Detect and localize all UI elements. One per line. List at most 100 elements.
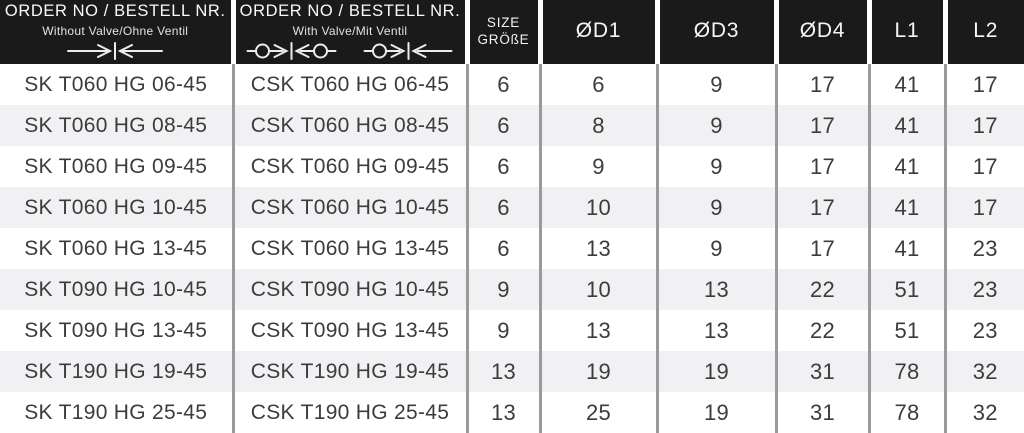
dimension-cell: 17 — [943, 64, 1024, 105]
coupling-with-valve-closed-icon — [246, 42, 337, 60]
column-title: L2 — [973, 19, 999, 42]
dimension-cell: 22 — [774, 310, 869, 351]
dimension-cell: 6 — [538, 64, 657, 105]
dimension-cell: 22 — [774, 269, 869, 310]
dimension-cell: 17 — [943, 146, 1024, 187]
column-title: ORDER NO / BESTELL NR. — [4, 2, 226, 20]
table-row: SK T060 HG 08-45 CSK T060 HG 08-45 6 8 9 17 41… — [0, 105, 1024, 146]
coupling-without-valve-icon — [67, 42, 164, 60]
dimension-cell: 23 — [943, 310, 1024, 351]
header-l1: L1 — [866, 0, 945, 64]
table-row: SK T060 HG 13-45 CSK T060 HG 13-45 6 13 9 17 4… — [0, 228, 1024, 269]
dimension-cell: 13 — [655, 269, 776, 310]
dimension-cell: 9 — [465, 269, 540, 310]
column-title: SIZE — [486, 15, 521, 30]
order-no-cell: SK T060 HG 13-45 — [24, 236, 208, 260]
header-order-no-without-valve: ORDER NO / BESTELL NR. Without Valve/Ohn… — [0, 0, 233, 64]
order-no-cell: SK T060 HG 08-45 — [24, 113, 208, 137]
order-no-cell: SK T090 HG 13-45 — [24, 318, 208, 342]
dimension-cell: 17 — [943, 187, 1024, 228]
table-row: SK T090 HG 10-45 CSK T090 HG 10-45 9 10 13 22… — [0, 269, 1024, 310]
dimension-cell: 78 — [867, 392, 945, 433]
dimension-cell: 8 — [538, 105, 657, 146]
dimension-cell: 9 — [655, 105, 776, 146]
header-row: ORDER NO / BESTELL NR. Without Valve/Ohn… — [0, 0, 1024, 64]
dimension-cell: 51 — [867, 310, 945, 351]
dimension-cell: 10 — [538, 269, 657, 310]
header-order-no-with-valve: ORDER NO / BESTELL NR. With Valve/Mit Ve… — [230, 0, 467, 64]
order-no-cell: CSK T090 HG 10-45 — [231, 269, 467, 310]
order-no-cell: CSK T060 HG 13-45 — [231, 228, 467, 269]
table-row: SK T190 HG 19-45 CSK T190 HG 19-45 13 19 19 3… — [0, 351, 1024, 392]
dimension-cell: 23 — [943, 269, 1024, 310]
dimension-cell: 6 — [465, 187, 540, 228]
dimension-cell: 41 — [867, 105, 945, 146]
dimension-cell: 41 — [867, 64, 945, 105]
dimension-cell: 41 — [867, 146, 945, 187]
order-no-cell: SK T190 HG 19-45 — [24, 359, 208, 383]
dimension-cell: 9 — [655, 228, 776, 269]
dimension-cell: 9 — [465, 310, 540, 351]
dimension-cell: 31 — [774, 392, 869, 433]
dimension-cell: 32 — [943, 392, 1024, 433]
dimension-cell: 25 — [538, 392, 657, 433]
dimension-cell: 6 — [465, 64, 540, 105]
dimension-cell: 17 — [774, 146, 869, 187]
dimension-cell: 32 — [943, 351, 1024, 392]
order-no-cell: SK T060 HG 06-45 — [24, 72, 208, 96]
order-no-cell: SK T090 HG 10-45 — [24, 277, 208, 301]
dimension-cell: 13 — [538, 310, 657, 351]
column-subtitle: With Valve/Mit Ventil — [292, 24, 408, 38]
table-row: SK T190 HG 25-45 CSK T190 HG 25-45 13 25 19 3… — [0, 392, 1024, 433]
column-subtitle: GRÖßE — [477, 32, 530, 47]
order-no-cell: CSK T060 HG 06-45 — [231, 64, 467, 105]
column-title: ORDER NO / BESTELL NR. — [239, 2, 461, 20]
dimension-cell: 17 — [774, 64, 869, 105]
table-row: SK T090 HG 13-45 CSK T090 HG 13-45 9 13 13 22… — [0, 310, 1024, 351]
dimension-cell: 13 — [655, 310, 776, 351]
dimension-cell: 6 — [465, 228, 540, 269]
column-title: ØD4 — [799, 19, 846, 42]
table-row: SK T060 HG 10-45 CSK T060 HG 10-45 6 10 9 17 4… — [0, 187, 1024, 228]
dimension-cell: 17 — [774, 187, 869, 228]
dimension-cell: 41 — [867, 187, 945, 228]
dimension-cell: 17 — [943, 105, 1024, 146]
dimension-cell: 17 — [774, 228, 869, 269]
dimension-cell: 19 — [655, 351, 776, 392]
order-no-cell: CSK T060 HG 08-45 — [231, 105, 467, 146]
dimension-cell: 17 — [774, 105, 869, 146]
dimension-cell: 13 — [465, 351, 540, 392]
order-no-cell: CSK T060 HG 10-45 — [231, 187, 467, 228]
table-row: SK T060 HG 09-45 CSK T060 HG 09-45 6 9 9 17 41… — [0, 146, 1024, 187]
order-no-cell: CSK T060 HG 09-45 — [231, 146, 467, 187]
header-size: SIZE GRÖßE — [464, 0, 540, 64]
dimension-cell: 6 — [465, 105, 540, 146]
dimension-cell: 9 — [538, 146, 657, 187]
column-subtitle: Without Valve/Ohne Ventil — [42, 24, 189, 38]
order-no-cell: CSK T190 HG 19-45 — [231, 351, 467, 392]
header-d1: ØD1 — [537, 0, 657, 64]
dimension-cell: 9 — [655, 64, 776, 105]
order-no-cell: SK T060 HG 10-45 — [24, 195, 208, 219]
header-d3: ØD3 — [654, 0, 776, 64]
order-no-cell: SK T060 HG 09-45 — [24, 154, 208, 178]
table-body: SK T060 HG 06-45 CSK T060 HG 06-45 6 6 9 17 41… — [0, 64, 1024, 433]
order-no-cell: SK T190 HG 25-45 — [24, 400, 208, 424]
header-l2: L2 — [942, 0, 1024, 64]
dimension-cell: 9 — [655, 146, 776, 187]
dimension-cell: 6 — [465, 146, 540, 187]
dimension-cell: 23 — [943, 228, 1024, 269]
dimension-cell: 13 — [465, 392, 540, 433]
order-no-cell: CSK T190 HG 25-45 — [231, 392, 467, 433]
dimension-cell: 19 — [655, 392, 776, 433]
dimension-cell: 19 — [538, 351, 657, 392]
order-no-cell: CSK T090 HG 13-45 — [231, 310, 467, 351]
dimension-cell: 9 — [655, 187, 776, 228]
column-title: L1 — [894, 19, 920, 42]
header-d4: ØD4 — [773, 0, 869, 64]
dimension-cell: 78 — [867, 351, 945, 392]
dimension-cell: 10 — [538, 187, 657, 228]
column-title: ØD3 — [693, 19, 740, 42]
dimension-cell: 51 — [867, 269, 945, 310]
